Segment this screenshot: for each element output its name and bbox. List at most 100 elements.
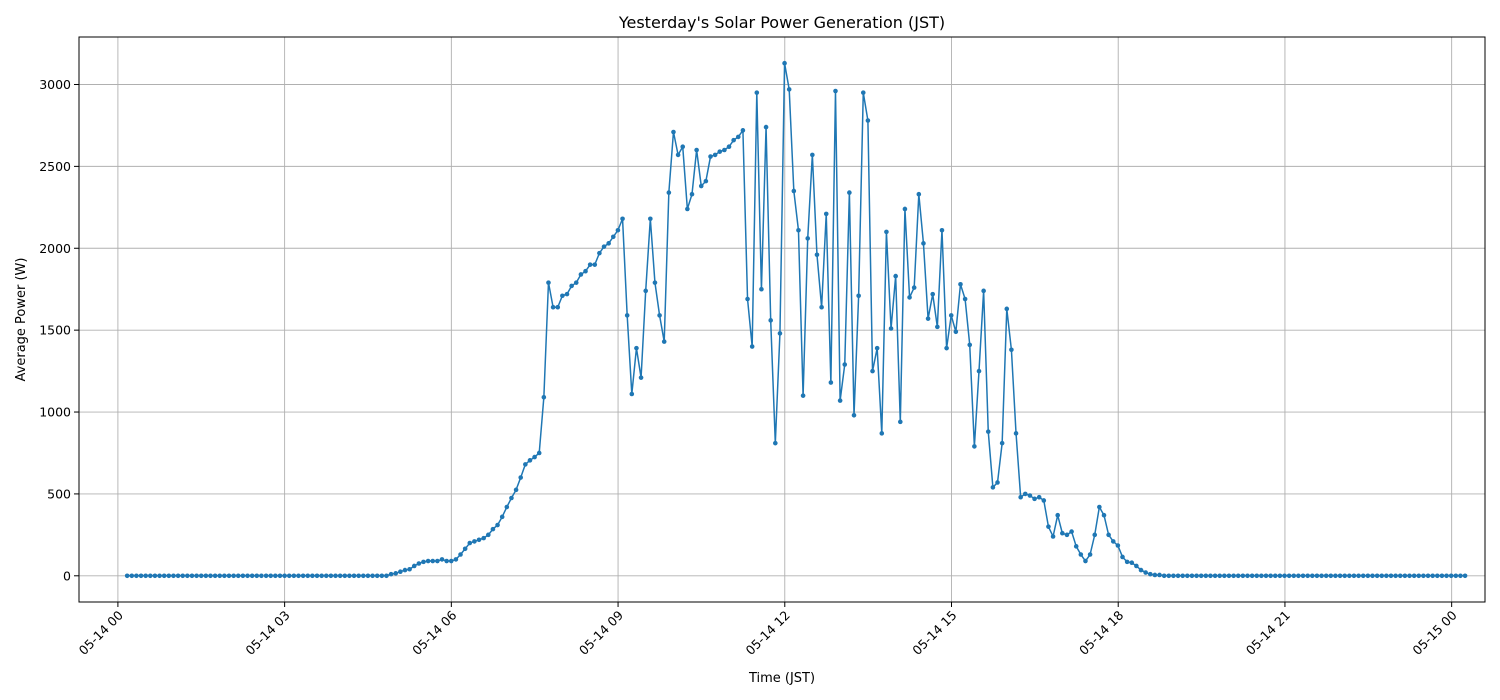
data-point	[935, 324, 940, 330]
data-point	[1259, 573, 1264, 579]
data-point	[171, 573, 176, 579]
data-point	[1208, 573, 1213, 579]
data-point	[1425, 573, 1431, 579]
data-point	[768, 318, 773, 323]
data-point	[652, 280, 658, 285]
data-point	[541, 394, 547, 400]
data-point	[175, 573, 181, 579]
data-point	[305, 573, 311, 579]
data-point	[985, 429, 991, 434]
data-point	[384, 573, 389, 579]
y-tick-label: 1000	[39, 405, 71, 420]
data-point	[1444, 573, 1449, 579]
data-point	[1009, 347, 1014, 353]
data-point	[1305, 573, 1310, 579]
data-point	[1036, 494, 1042, 500]
data-point	[532, 454, 537, 460]
data-point	[314, 573, 320, 579]
data-point	[286, 573, 292, 579]
data-point	[745, 296, 750, 302]
x-tick-label: 05-14 21	[1243, 608, 1293, 658]
data-point	[203, 573, 209, 579]
data-point	[1360, 573, 1366, 579]
data-point	[1166, 573, 1172, 579]
data-point	[671, 129, 676, 135]
data-point	[481, 535, 486, 541]
data-point	[717, 149, 723, 154]
data-point	[1041, 498, 1047, 503]
data-point	[995, 480, 1000, 485]
data-point	[1370, 573, 1375, 579]
data-point	[263, 573, 269, 579]
data-point	[235, 573, 241, 579]
data-point	[1101, 512, 1107, 518]
data-point	[1073, 544, 1079, 549]
y-axis-label: Average Power (W)	[14, 258, 29, 382]
data-point	[888, 326, 894, 331]
data-point	[601, 244, 607, 249]
data-point	[402, 567, 408, 573]
x-axis-label: Time (JST)	[748, 671, 815, 686]
data-point	[833, 88, 838, 94]
data-point	[527, 458, 533, 463]
data-point	[1050, 534, 1056, 539]
data-point	[1388, 573, 1394, 579]
data-point	[388, 571, 394, 577]
data-point	[573, 280, 579, 285]
data-point	[185, 573, 190, 579]
data-point	[398, 569, 403, 574]
data-point	[1092, 532, 1098, 538]
data-point	[166, 573, 172, 579]
data-point	[1430, 573, 1435, 579]
data-point	[1055, 512, 1060, 518]
data-point	[476, 537, 482, 543]
data-point	[865, 118, 871, 123]
data-point	[1310, 573, 1315, 579]
data-point	[1458, 573, 1463, 579]
data-point	[958, 281, 963, 287]
data-point	[1342, 573, 1348, 579]
data-point	[152, 573, 158, 579]
data-point	[198, 573, 204, 579]
data-point	[685, 206, 690, 212]
data-point	[226, 573, 232, 579]
data-point	[425, 558, 431, 564]
data-point	[138, 573, 144, 579]
data-point	[421, 559, 426, 565]
data-point	[1004, 306, 1010, 312]
plot-frame	[78, 36, 1486, 603]
data-point	[1064, 532, 1070, 538]
data-point	[735, 134, 741, 140]
data-point	[740, 128, 746, 133]
data-point	[722, 147, 727, 153]
data-point	[972, 444, 977, 449]
data-point	[291, 573, 297, 579]
data-point	[1032, 496, 1037, 502]
data-point	[254, 573, 260, 579]
x-tick-label: 05-14 03	[242, 608, 292, 658]
x-tick-label: 05-14 09	[576, 607, 626, 657]
data-point	[847, 190, 852, 195]
data-point	[1124, 559, 1130, 565]
data-point	[1462, 573, 1468, 579]
data-point	[796, 227, 801, 233]
data-point	[546, 280, 551, 285]
data-point	[1157, 572, 1162, 578]
data-point	[1277, 573, 1283, 579]
data-point	[361, 573, 366, 579]
data-point	[805, 236, 811, 241]
data-point	[1268, 573, 1273, 579]
data-point	[948, 313, 954, 318]
data-point	[323, 573, 329, 579]
data-point	[1198, 573, 1204, 579]
data-point	[661, 339, 667, 344]
data-point	[319, 573, 324, 579]
data-point	[731, 137, 736, 143]
data-point	[1245, 573, 1250, 579]
data-point	[416, 561, 422, 566]
data-point	[675, 152, 681, 158]
data-point	[1356, 573, 1361, 579]
data-point	[342, 573, 348, 579]
data-point	[1351, 573, 1357, 579]
data-point	[1152, 572, 1158, 578]
